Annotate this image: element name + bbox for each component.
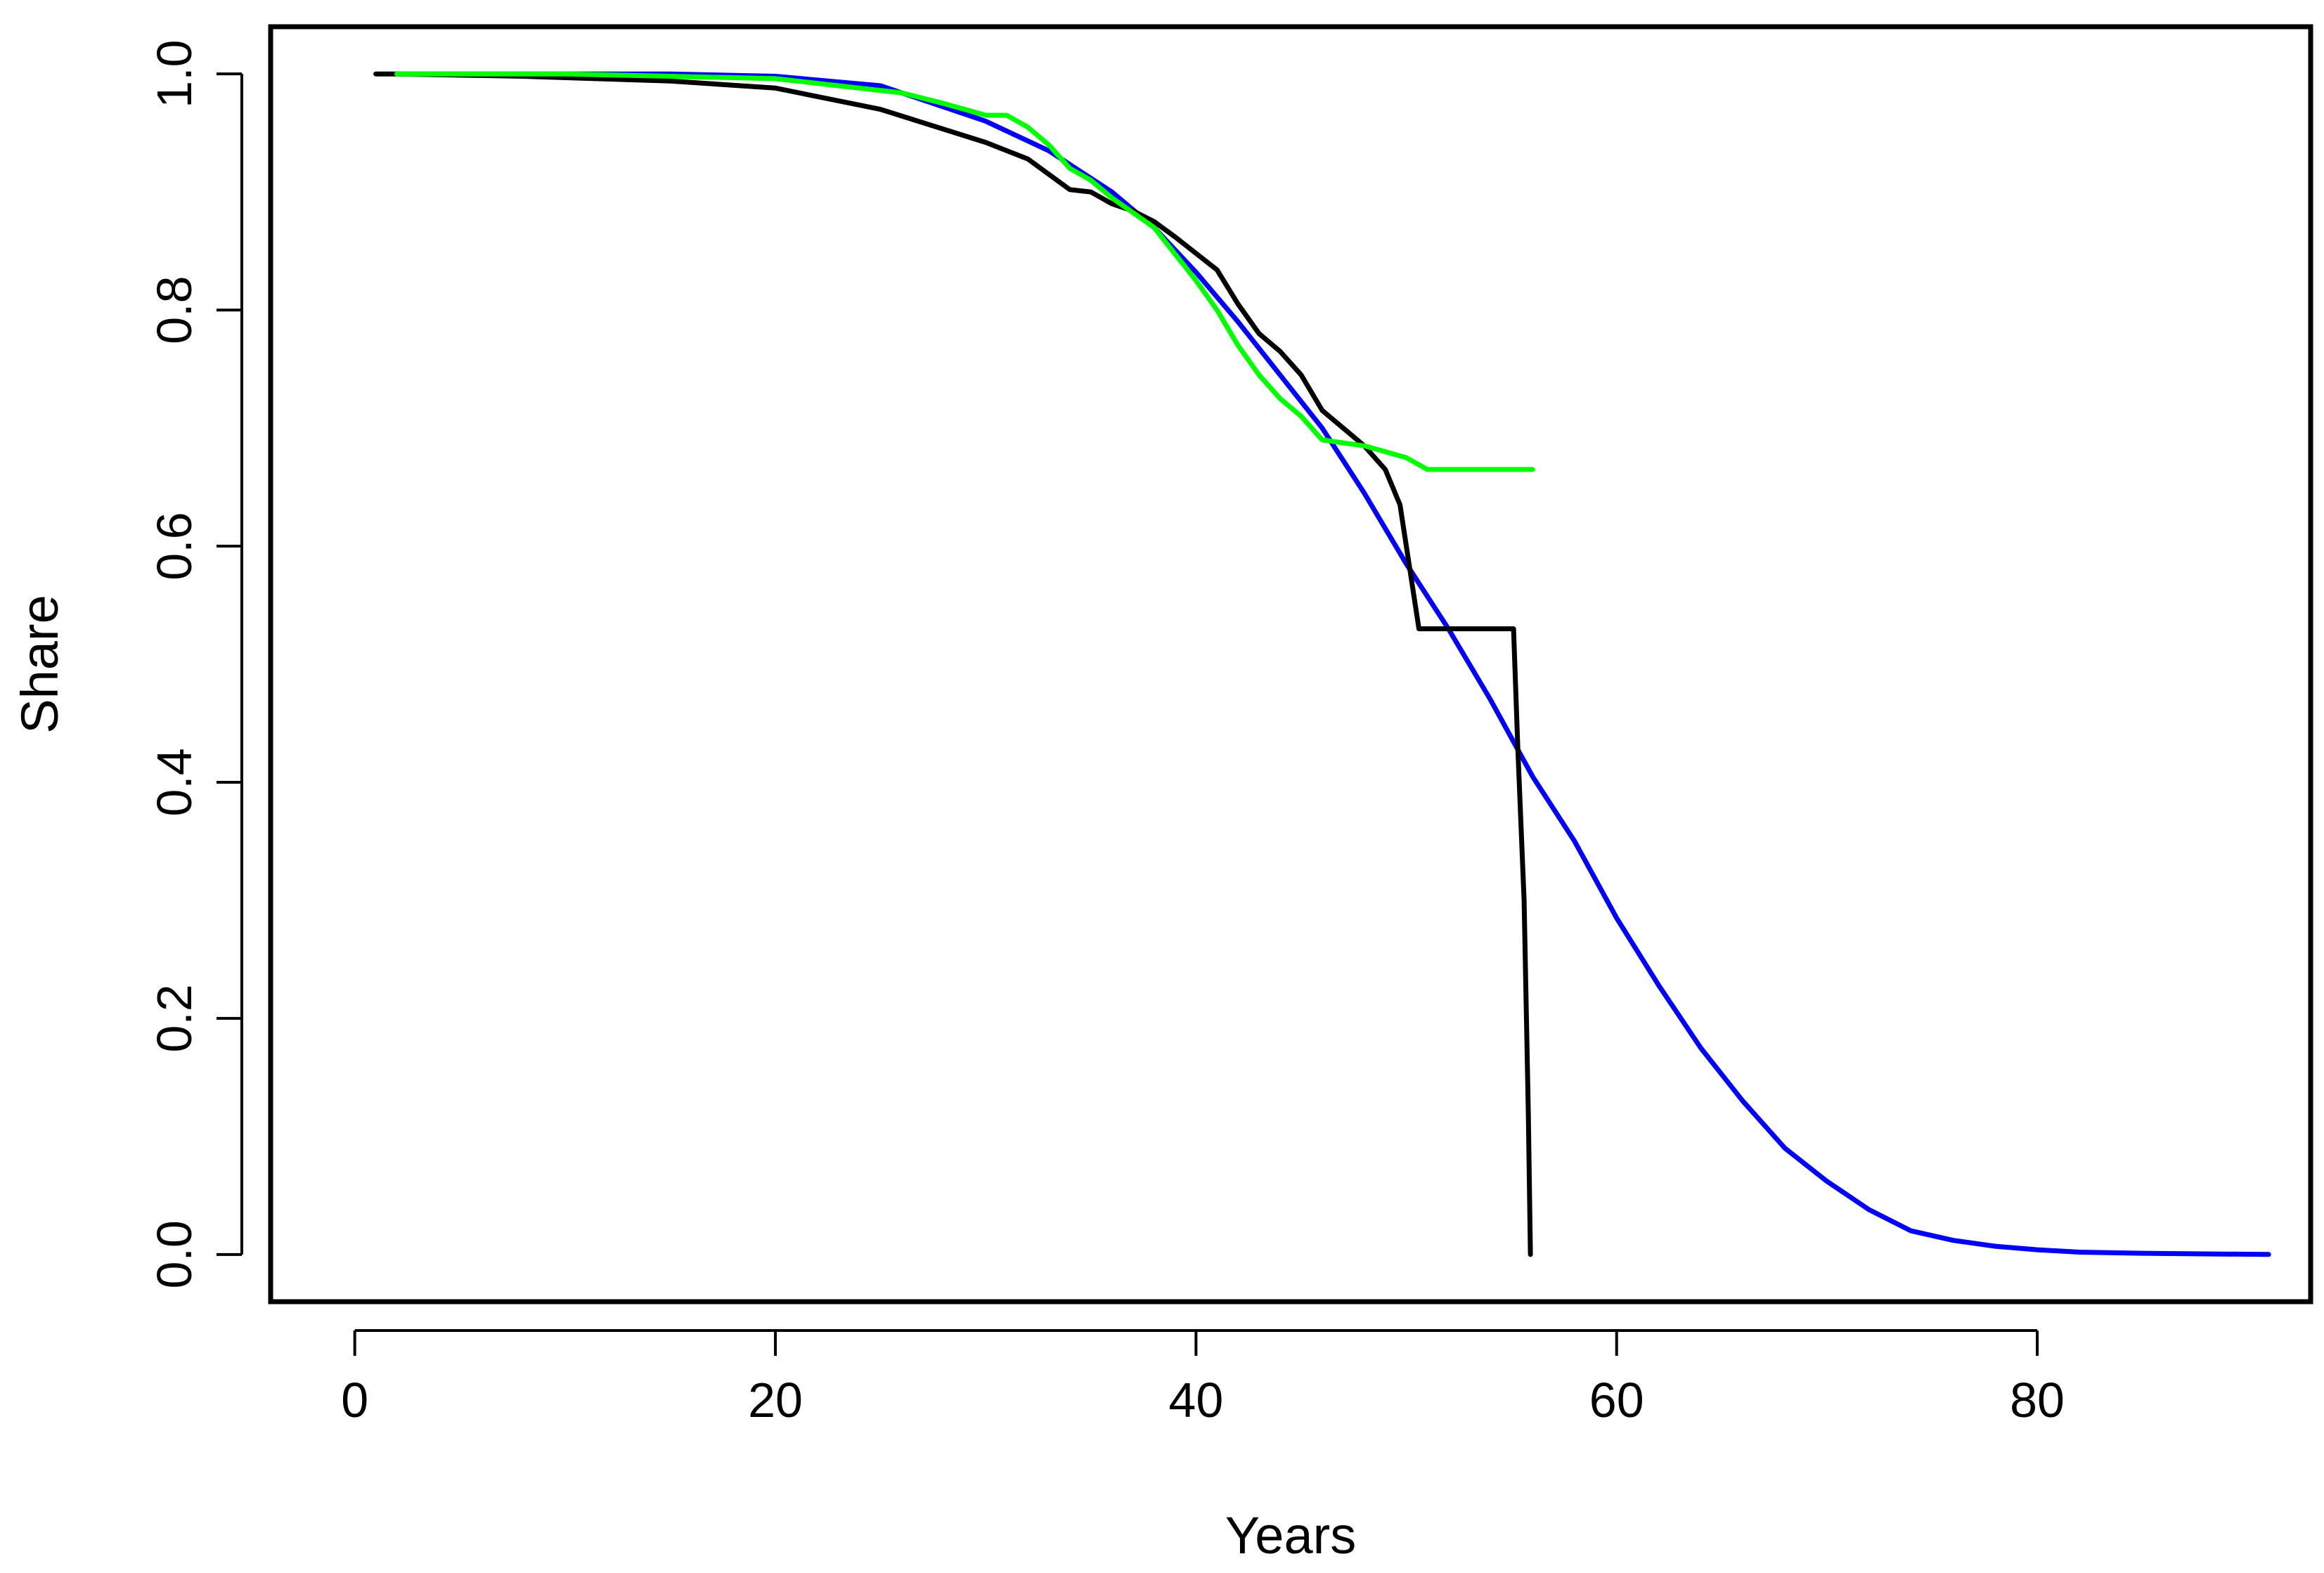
y-tick-label: 0.6: [147, 512, 202, 580]
y-tick-label: 0.8: [147, 276, 202, 344]
x-tick-label: 40: [1168, 1373, 1223, 1428]
y-tick-label: 0.2: [147, 984, 202, 1052]
x-tick-label: 80: [2010, 1373, 2065, 1428]
y-axis: 0.0 0.2 0.4 0.6 0.8 1.0: [147, 40, 243, 1288]
series-line-3: [394, 71, 1535, 472]
x-axis-title: Years: [1225, 1506, 1357, 1565]
x-axis: 0 20 40 60 80: [341, 1329, 2065, 1428]
plot-frame: [268, 24, 2313, 1305]
y-tick-label: 1.0: [147, 40, 202, 108]
x-tick-label: 20: [748, 1373, 803, 1428]
y-axis-title: Share: [11, 595, 69, 733]
series-layer: [373, 71, 2271, 1257]
y-tick-label: 0.0: [147, 1220, 202, 1288]
series-line-1: [394, 71, 2271, 1257]
x-tick-label: 60: [1589, 1373, 1644, 1428]
series-line-2: [373, 71, 1533, 1257]
x-tick-label: 0: [341, 1373, 368, 1428]
y-tick-label: 0.4: [147, 748, 202, 816]
